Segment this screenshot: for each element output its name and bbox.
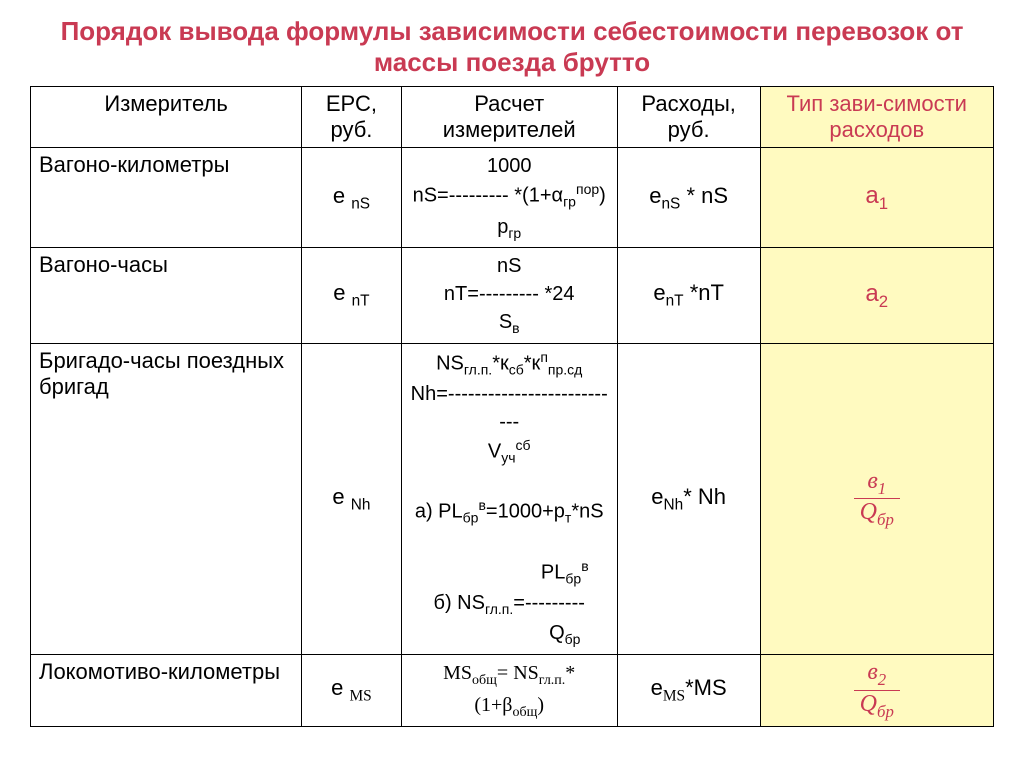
c3l1f: п	[540, 349, 548, 365]
calc-mid-left: nT=	[444, 283, 479, 305]
c4a: MS	[443, 662, 472, 684]
slide-title: Порядок вывода формулы зависимости себес…	[30, 16, 994, 78]
calc-alpha-sup: пор	[576, 181, 599, 197]
dep-text: а	[865, 182, 878, 209]
cost-sub: nS	[662, 195, 681, 212]
c3lb3: =	[513, 592, 525, 614]
dep-den-sub: бр	[877, 510, 894, 529]
calc-dash: ---------	[449, 185, 509, 207]
c3lb4: ---------	[525, 592, 585, 614]
c3l1d: сб	[509, 361, 524, 377]
calc-top: 1000	[487, 155, 532, 177]
cell-measure: Локомотиво-километры	[31, 655, 302, 727]
header-erc: ЕРС, руб.	[302, 87, 401, 148]
header-measure: Измеритель	[31, 87, 302, 148]
cell-erc: е nT	[302, 248, 401, 344]
header-cost: Расходы, руб.	[617, 87, 760, 148]
cost-sub: MS	[663, 688, 685, 705]
calc-alpha-sub: гр	[563, 194, 576, 210]
c3la3: в	[478, 497, 485, 513]
cell-calc: nS nT=--------- *24 Sв	[401, 248, 617, 344]
cell-cost: enT *nT	[617, 248, 760, 344]
table-row: Вагоно-километры е nS 1000 nS=--------- …	[31, 148, 994, 248]
calc-mid-left: nS=	[413, 185, 449, 207]
dep-den-sub: бр	[877, 702, 894, 721]
cell-calc: MSобщ= NSгл.п.*(1+βобщ)	[401, 655, 617, 727]
erc-sub: Nh	[351, 496, 371, 513]
dep-num: в	[867, 659, 877, 685]
cost-rest: *MS	[685, 675, 727, 700]
dep-sub: 2	[879, 291, 888, 310]
c4d: гл.п.	[539, 673, 566, 688]
dep-num: в	[867, 468, 877, 494]
c3l1c: *к	[492, 352, 509, 374]
erc-sub: nS	[351, 195, 370, 212]
cell-dep: а1	[760, 148, 993, 248]
c3l1e: *к	[524, 352, 541, 374]
cost-rest: * Nh	[683, 484, 726, 509]
cell-measure: Бригадо-часы поездных бригад	[31, 343, 302, 654]
c3l3c: сб	[516, 437, 531, 453]
main-table: Измеритель ЕРС, руб. Расчет измерителей …	[30, 86, 994, 727]
erc-sub: MS	[349, 688, 371, 705]
dep-den: Q	[860, 499, 877, 525]
c4f: общ	[512, 705, 537, 720]
c3la1: а) PL	[415, 501, 463, 523]
c3lbd1: Q	[549, 622, 565, 644]
c3la6: *nS	[571, 501, 603, 523]
header-calc: Расчет измерителей	[401, 87, 617, 148]
dep-sub: 1	[879, 194, 888, 213]
cell-cost: еNh* Nh	[617, 343, 760, 654]
c3la2: бр	[463, 510, 479, 526]
cell-measure: Вагоно-километры	[31, 148, 302, 248]
cell-dep: а2	[760, 248, 993, 344]
header-dep-type: Тип зави-симости расходов	[760, 87, 993, 148]
cell-calc: NSгл.п.*ксб*кппр.сд Nh=-----------------…	[401, 343, 617, 654]
c4g: )	[537, 694, 544, 716]
c3lb2: гл.п.	[485, 601, 513, 617]
dep-num-sub: 2	[878, 670, 886, 689]
calc-mid-right: *24	[539, 283, 575, 305]
c3l3a: V	[488, 441, 501, 463]
cell-dep: в1 Qбр	[760, 343, 993, 654]
cell-cost: eMS*MS	[617, 655, 760, 727]
erc-sub: nT	[352, 293, 370, 310]
cell-erc: е nS	[302, 148, 401, 248]
c3lbn2: бр	[565, 570, 581, 586]
cost-sub: nT	[666, 293, 684, 310]
dep-den: Q	[860, 691, 877, 717]
dep-text: а	[865, 280, 878, 307]
table-row: Бригадо-часы поездных бригад е Nh NSгл.п…	[31, 343, 994, 654]
c3lb1: б) NS	[433, 592, 484, 614]
c4b: общ	[472, 673, 497, 688]
c3lbn3: в	[581, 558, 588, 574]
c3la4: =1000+р	[486, 501, 565, 523]
table-row: Вагоно-часы е nT nS nT=--------- *24 Sв …	[31, 248, 994, 344]
cost-rest: *nT	[684, 280, 724, 305]
c3l2b: ---------------------------	[448, 383, 608, 433]
c3l3b: уч	[501, 450, 515, 466]
c4c: = NS	[497, 662, 539, 684]
c3l1a: NS	[436, 352, 464, 374]
c3l1g: пр.сд	[548, 361, 582, 377]
cost-sub: Nh	[664, 496, 684, 513]
calc-top: nS	[497, 255, 521, 277]
cell-erc: е MS	[302, 655, 401, 727]
cost-rest: * nS	[680, 183, 728, 208]
cell-erc: е Nh	[302, 343, 401, 654]
c3lbn1: PL	[541, 561, 565, 583]
c3l1b: гл.п.	[464, 361, 492, 377]
calc-bot-sub: гр	[508, 225, 521, 241]
cell-dep: в2 Qбр	[760, 655, 993, 727]
dep-num-sub: 1	[878, 478, 886, 497]
cell-calc: 1000 nS=--------- *(1+αгрпор) ргр	[401, 148, 617, 248]
calc-bot-sub: в	[512, 320, 519, 336]
cell-measure: Вагоно-часы	[31, 248, 302, 344]
c3l2a: Nh=	[411, 383, 448, 405]
cell-cost: еnS * nS	[617, 148, 760, 248]
table-row: Локомотиво-километры е MS MSобщ= NSгл.п.…	[31, 655, 994, 727]
c3lbd2: бр	[565, 631, 581, 647]
calc-dash: ---------	[479, 283, 539, 305]
table-header-row: Измеритель ЕРС, руб. Расчет измерителей …	[31, 87, 994, 148]
